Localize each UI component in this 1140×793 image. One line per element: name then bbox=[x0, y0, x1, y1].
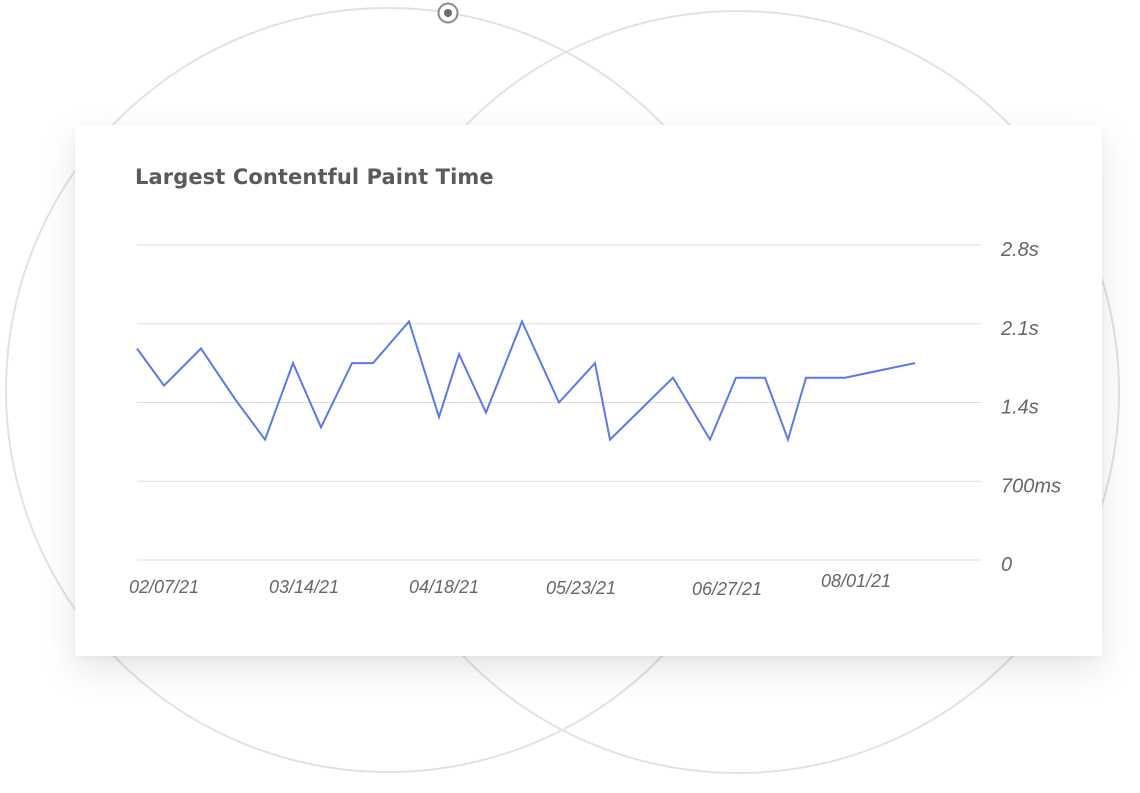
x-tick-label: 05/23/21 bbox=[546, 578, 616, 598]
x-tick-label: 02/07/21 bbox=[129, 577, 199, 597]
y-tick-label: 1.4s bbox=[1001, 397, 1039, 419]
y-tick-label: 700ms bbox=[1001, 475, 1061, 497]
x-tick-label: 08/01/21 bbox=[821, 571, 891, 591]
x-tick-label: 03/14/21 bbox=[269, 577, 339, 597]
y-axis-ticks: 2.8s 2.1s 1.4s 700ms 0 bbox=[1000, 239, 1061, 576]
y-tick-label: 2.1s bbox=[1000, 318, 1039, 340]
y-tick-label: 2.8s bbox=[1000, 239, 1039, 261]
x-axis-ticks: 02/07/21 03/14/21 04/18/21 05/23/21 06/27/21… bbox=[129, 571, 891, 599]
series-line bbox=[136, 318, 916, 443]
chart-title: Largest Contentful Paint Time bbox=[135, 165, 494, 189]
x-tick-label: 06/27/21 bbox=[692, 579, 762, 599]
x-tick-label: 04/18/21 bbox=[409, 577, 479, 597]
chart-card: Largest Contentful Paint Time 2.8s 2.1s 1.… bbox=[75, 125, 1102, 656]
target-icon bbox=[437, 2, 459, 24]
y-tick-label: 0 bbox=[1001, 554, 1012, 576]
line-chart: 2.8s 2.1s 1.4s 700ms 0 02/07/21 03/14/21 04/18… bbox=[129, 239, 1061, 599]
